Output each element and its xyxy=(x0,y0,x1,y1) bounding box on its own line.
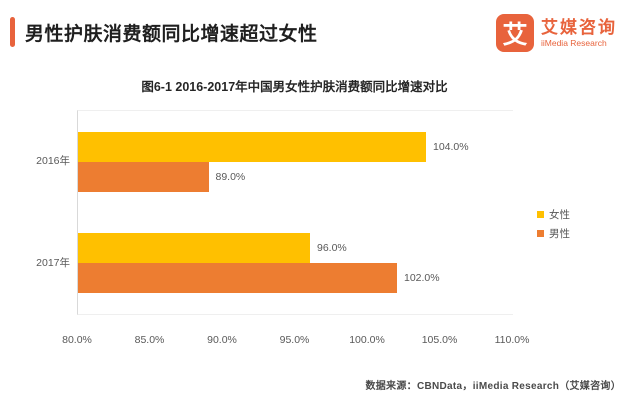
x-tick-label: 100.0% xyxy=(349,334,385,346)
brand-logo: 艾 艾媒咨询 iiMedia Research xyxy=(496,14,617,52)
page-title: 男性护肤消费额同比增速超过女性 xyxy=(25,24,318,45)
legend-label: 女性 xyxy=(549,209,570,221)
chart-title: 图6-1 2016-2017年中国男女性护肤消费额同比增速对比 xyxy=(141,80,448,94)
bar-value-label: 104.0% xyxy=(433,140,469,153)
legend-label: 男性 xyxy=(549,228,570,240)
data-source: 数据来源：CBNData，iiMedia Research（艾媒咨询） xyxy=(365,381,621,392)
x-tick-label: 80.0% xyxy=(62,334,92,346)
x-tick-label: 90.0% xyxy=(207,334,237,346)
category-label: 2016年 xyxy=(36,155,70,167)
bar-2016-male xyxy=(78,161,209,192)
category-label: 2017年 xyxy=(36,256,70,269)
bar-2016-female xyxy=(78,131,426,162)
bar-value-label: 89.0% xyxy=(215,170,246,183)
iimedia-logo-icon: 艾 xyxy=(496,14,534,52)
brand-name-cn: 艾媒咨询 xyxy=(541,18,617,37)
bar-value-label: 96.0% xyxy=(317,242,347,255)
bar-value-label: 102.0% xyxy=(404,272,440,285)
legend-item-male: 男性 xyxy=(537,224,570,243)
x-tick-label: 95.0% xyxy=(279,334,310,346)
x-tick-label: 110.0% xyxy=(494,334,530,346)
brand-logo-text: 艾媒咨询 iiMedia Research xyxy=(541,14,617,49)
plot-area: 104.0% 89.0% 2016年 96.0% 102.0% 2017年 xyxy=(36,110,513,315)
bar-2017-male xyxy=(78,263,397,294)
legend-swatch-icon xyxy=(537,211,544,218)
legend: 女性 男性 xyxy=(537,205,570,243)
legend-swatch-icon xyxy=(537,230,544,237)
brand-name-en: iiMedia Research xyxy=(541,38,607,48)
x-tick-label: 85.0% xyxy=(134,334,165,346)
x-axis: 80.0% 85.0% 90.0% 95.0% 100.0% 105.0% 110.0% xyxy=(62,334,529,350)
legend-item-female: 女性 xyxy=(537,205,570,224)
bar-2017-female xyxy=(78,233,310,264)
x-tick-label: 105.0% xyxy=(421,334,458,346)
title-accent-bar xyxy=(10,17,15,47)
